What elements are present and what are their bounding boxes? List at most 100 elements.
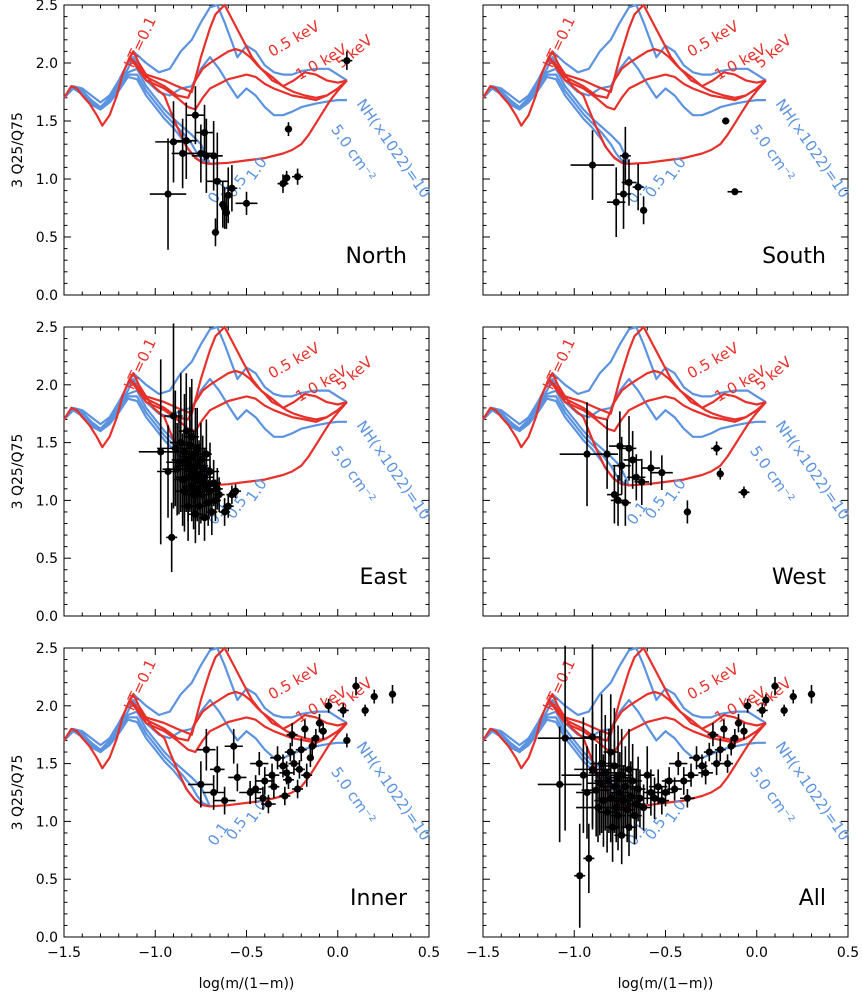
temperature-track: [547, 56, 767, 111]
column-density-track: [482, 56, 766, 117]
data-point: [261, 777, 269, 785]
column-density-track: [482, 3, 767, 104]
data-point: [286, 748, 294, 756]
data-point: [556, 780, 564, 789]
data-point: [740, 488, 748, 496]
data-point: [182, 137, 190, 145]
data-point: [270, 783, 278, 791]
data-point: [722, 117, 730, 125]
data-point: [221, 508, 229, 516]
x-tick-label: −1.0: [557, 945, 591, 961]
data-point: [210, 152, 218, 160]
data-point: [343, 57, 351, 65]
data-point: [636, 794, 644, 802]
temperature-track: [547, 48, 767, 99]
data-point: [233, 773, 241, 782]
data-point: [727, 742, 735, 750]
temperature-track: [128, 646, 348, 736]
grid-label-kt-5: 5 keV: [332, 352, 376, 393]
y-tick-label: 2.0: [36, 378, 58, 394]
data-point: [661, 788, 670, 797]
data-point: [588, 765, 597, 773]
data-point: [638, 478, 646, 486]
y-axis-label: 3 Q25/Q75: [10, 112, 26, 188]
temperature-track: [547, 325, 767, 415]
temperature-track: [547, 369, 767, 421]
data-point: [279, 762, 287, 770]
data-point: [658, 796, 666, 805]
column-density-track: [63, 325, 348, 426]
data-point: [634, 183, 642, 191]
data-point: [674, 760, 682, 768]
data-point: [720, 725, 728, 733]
data-point: [731, 188, 739, 196]
temperature-track: [128, 3, 348, 94]
y-tick-label: 0.0: [36, 288, 58, 304]
grid-label-nh-10: NH(×1022)=10: [772, 417, 854, 523]
panel-label: West: [772, 565, 826, 590]
data-point: [206, 467, 214, 476]
grid-label-kt-5: 5 keV: [751, 31, 795, 72]
data-point: [619, 190, 628, 198]
data-point: [231, 487, 240, 495]
data-point: [224, 502, 232, 510]
y-tick-label: 0.0: [36, 930, 58, 946]
column-density-track: [63, 56, 347, 117]
x-tick-label: −1.5: [466, 945, 500, 961]
x-tick-label: 0.0: [327, 945, 349, 961]
column-density-track: [482, 377, 766, 438]
data-point: [224, 191, 232, 199]
panel-label: South: [762, 244, 826, 269]
y-tick-label: 1.0: [36, 814, 58, 830]
column-density-track: [482, 646, 767, 747]
column-density-track: [482, 325, 767, 426]
data-point: [352, 682, 360, 690]
data-point: [230, 742, 238, 750]
panel-inner: −1.5 −1.0 −0.5 0.0 0.5 0.0 0.5 1.0 1.5 2.0 2.5 kT=0…: [36, 641, 440, 961]
data-point: [255, 760, 263, 768]
data-point: [215, 491, 223, 499]
data-point: [621, 499, 629, 507]
grid-label-nh-10: NH(×1022)=10: [772, 96, 854, 202]
data-point: [303, 771, 311, 779]
data-point: [325, 702, 333, 710]
temperature-track: [547, 646, 767, 736]
x-axis-label: log(m/(1−m)): [199, 976, 295, 992]
grid-label-kt-0-1: kT=0.1: [121, 335, 160, 392]
data-point: [202, 746, 210, 754]
data-point: [731, 734, 739, 742]
data-point: [319, 727, 327, 735]
grid-label-kt-0-1: kT=0.1: [540, 335, 579, 392]
data-point: [191, 111, 199, 119]
data-point: [629, 777, 637, 785]
data-point: [294, 785, 302, 793]
data-point: [315, 719, 324, 727]
y-tick-label: 1.0: [36, 172, 58, 188]
data-point: [683, 508, 692, 516]
temperature-track: [547, 378, 767, 433]
data-point: [654, 783, 662, 791]
data-point: [588, 161, 597, 169]
y-tick-label: 1.0: [36, 493, 58, 509]
data-point: [182, 427, 190, 435]
data-point: [585, 854, 593, 862]
data-point: [246, 788, 254, 797]
data-point: [579, 771, 587, 779]
data-point: [758, 706, 766, 715]
grid-label-kt-5: 5 keV: [332, 31, 376, 72]
data-point: [288, 731, 296, 739]
data-point: [632, 473, 640, 481]
grid-label-kt-5: 5 keV: [751, 352, 795, 393]
data-point: [713, 444, 721, 452]
data-point: [361, 706, 369, 715]
grid-label-kt-5: 5 keV: [332, 673, 376, 714]
data-point: [200, 514, 209, 522]
data-point: [252, 785, 260, 793]
data-point: [370, 692, 378, 701]
data-point: [734, 719, 743, 727]
data-point: [789, 692, 797, 701]
data-point: [618, 462, 626, 470]
data-point: [683, 794, 692, 802]
